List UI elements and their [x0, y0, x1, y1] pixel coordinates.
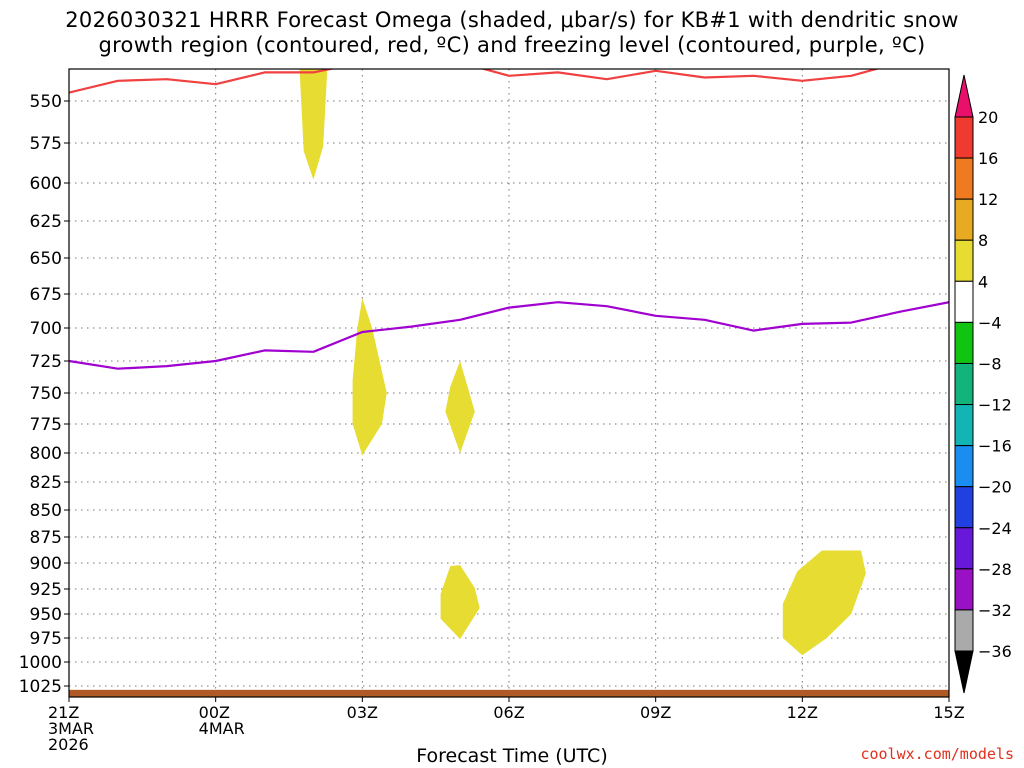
y-tick-label: 1000 — [19, 653, 62, 673]
y-tick-label: 925 — [30, 580, 62, 600]
contour-lines — [69, 69, 949, 370]
y-tick-label: 550 — [30, 92, 62, 112]
colorbar-label: −16 — [978, 437, 1012, 456]
omega-shade-region — [299, 69, 328, 180]
omega-shade-region — [445, 361, 475, 453]
y-tick-label: 950 — [30, 605, 62, 625]
colorbar-segment — [954, 280, 974, 323]
y-tick-label: 650 — [30, 249, 62, 269]
x-tick-label: 00Z 4MAR — [199, 703, 245, 738]
colorbar-segment — [954, 609, 974, 652]
y-tick-label: 725 — [30, 352, 62, 372]
colorbar-segment — [954, 321, 974, 364]
colorbar-segment — [954, 157, 974, 200]
colorbar-segment — [954, 239, 974, 282]
omega-shade-region — [782, 550, 866, 656]
colorbar-label: −24 — [978, 519, 1012, 538]
y-axis: 550 575 600 625 650 675 700 725 750 775 800 825 850 8… — [19, 92, 69, 697]
colorbar-label: −36 — [978, 642, 1012, 661]
x-axis: 21Z 3MAR 2026 00Z 4MAR 03Z 06Z 09Z 12Z 15Z — [48, 697, 965, 754]
y-tick-label: 850 — [30, 501, 62, 521]
y-tick-label: 700 — [30, 319, 62, 339]
colorbar-segment — [954, 568, 974, 611]
y-tick-label: 575 — [30, 134, 62, 154]
colorbar-label: −20 — [978, 478, 1012, 497]
x-tick-label: 21Z 3MAR 2026 — [48, 703, 94, 754]
chart-title: 2026030321 HRRR Forecast Omega (shaded, … — [0, 8, 1024, 58]
x-axis-title: Forecast Time (UTC) — [416, 745, 608, 767]
x-tick-label: 03Z — [347, 703, 378, 722]
dgz-contour-line — [69, 69, 881, 94]
omega-shade-region — [440, 565, 480, 639]
colorbar-segment — [954, 404, 974, 447]
y-tick-label: 875 — [30, 528, 62, 548]
freezing-level-line — [69, 301, 949, 370]
y-tick-label: 750 — [30, 384, 62, 404]
colorbar-top-arrow — [954, 74, 974, 118]
colorbar-label: −28 — [978, 560, 1012, 579]
y-tick-label: 825 — [30, 473, 62, 493]
omega-shade-region — [352, 298, 387, 456]
colorbar-label: 8 — [978, 231, 988, 250]
x-tick-label: 12Z — [787, 703, 818, 722]
y-tick-label: 800 — [30, 444, 62, 464]
colorbar-bottom-arrow — [954, 650, 974, 694]
y-tick-label: 625 — [30, 212, 62, 232]
colorbar-label: 12 — [978, 190, 998, 209]
colorbar-label: −32 — [978, 601, 1012, 620]
omega-shading — [299, 69, 866, 656]
colorbar-segment — [954, 486, 974, 529]
colorbar-label: −8 — [978, 354, 1002, 373]
colorbar-label: −4 — [978, 313, 1002, 332]
colorbar-label: 20 — [978, 108, 998, 127]
x-tick-label: 15Z — [933, 703, 964, 722]
y-tick-label: 675 — [30, 285, 62, 305]
colorbar-label: 16 — [978, 149, 998, 168]
x-tick-label: 06Z — [493, 703, 524, 722]
ground-layer — [69, 689, 949, 697]
colorbar-segment — [954, 198, 974, 241]
y-tick-label: 600 — [30, 174, 62, 194]
colorbar-label: −12 — [978, 396, 1012, 415]
title-line-2: growth region (contoured, red, ºC) and f… — [98, 33, 926, 57]
title-line-1: 2026030321 HRRR Forecast Omega (shaded, … — [65, 8, 959, 32]
y-tick-label: 975 — [30, 629, 62, 649]
colorbar-segment — [954, 116, 974, 159]
colorbar-segment — [954, 527, 974, 570]
colorbar-segment — [954, 445, 974, 488]
ground-fill — [69, 689, 949, 697]
colorbar-segment — [954, 362, 974, 406]
y-tick-label: 775 — [30, 415, 62, 435]
y-tick-label: 900 — [30, 554, 62, 574]
source-credit: coolwx.com/models — [860, 745, 1014, 763]
x-tick-label: 09Z — [640, 703, 671, 722]
colorbar-label: 4 — [978, 272, 988, 291]
colorbar: 20 16 12 8 4 −4 −8 −12 −16 −20 −24 −28 −32 −36 — [954, 74, 1012, 694]
y-tick-label: 1025 — [19, 677, 62, 697]
